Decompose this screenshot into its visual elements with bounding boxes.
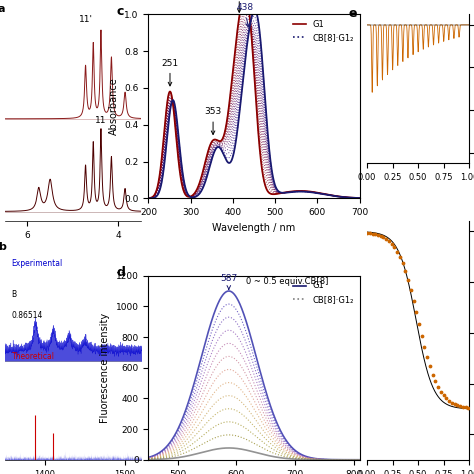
Text: Experimental: Experimental: [11, 259, 63, 268]
Point: [383, 235, 390, 243]
Point: [440, 392, 447, 399]
Text: 353: 353: [204, 108, 222, 135]
Point: [426, 363, 434, 370]
Text: b: b: [0, 242, 6, 252]
Point: [377, 232, 384, 240]
Text: 11': 11': [79, 15, 92, 24]
Text: d: d: [117, 266, 126, 280]
Text: B: B: [11, 290, 17, 299]
Point: [372, 230, 379, 238]
Text: 11: 11: [95, 116, 107, 125]
Point: [366, 229, 374, 237]
Point: [445, 397, 453, 405]
Point: [448, 399, 456, 407]
Point: [407, 286, 415, 293]
Point: [396, 253, 404, 261]
Point: [462, 403, 469, 411]
Point: [374, 231, 382, 239]
Text: 587: 587: [220, 274, 237, 289]
Point: [456, 402, 464, 410]
Text: c: c: [117, 5, 124, 18]
Text: 438: 438: [236, 3, 253, 27]
Text: 0.86514: 0.86514: [11, 310, 43, 319]
Legend: G1, CB[8]·G1₂: G1, CB[8]·G1₂: [292, 18, 356, 44]
Y-axis label: Absorbance: Absorbance: [109, 77, 119, 135]
Point: [412, 309, 420, 316]
Point: [393, 248, 401, 255]
Point: [418, 332, 426, 339]
Point: [454, 401, 461, 409]
Point: [410, 297, 417, 304]
Y-axis label: Fluorescence intensity: Fluorescence intensity: [100, 313, 110, 423]
Point: [363, 229, 371, 237]
Point: [401, 267, 409, 275]
Text: Theoretical: Theoretical: [11, 352, 55, 361]
Point: [434, 383, 442, 391]
Point: [415, 320, 423, 328]
Text: 251: 251: [162, 59, 179, 86]
Point: [404, 276, 412, 283]
Point: [432, 378, 439, 385]
Point: [399, 260, 406, 267]
Point: [437, 388, 445, 395]
X-axis label: Wavelength / nm: Wavelength / nm: [212, 223, 296, 233]
Point: [459, 403, 466, 410]
Point: [465, 404, 472, 411]
Point: [443, 395, 450, 402]
Point: [423, 354, 431, 361]
Point: [429, 371, 437, 378]
Point: [421, 343, 428, 351]
Text: e: e: [349, 7, 357, 20]
Text: 415: 415: [231, 0, 248, 12]
Point: [391, 244, 398, 251]
Text: 0 ~ 0.5 equiv.CB[8]: 0 ~ 0.5 equiv.CB[8]: [246, 277, 329, 286]
Point: [388, 240, 395, 247]
Text: a: a: [0, 4, 5, 14]
Point: [451, 401, 458, 408]
Point: [380, 234, 387, 241]
Legend: G1, CB[8]·G1₂: G1, CB[8]·G1₂: [292, 280, 356, 305]
Point: [385, 237, 393, 245]
Point: [369, 230, 376, 237]
